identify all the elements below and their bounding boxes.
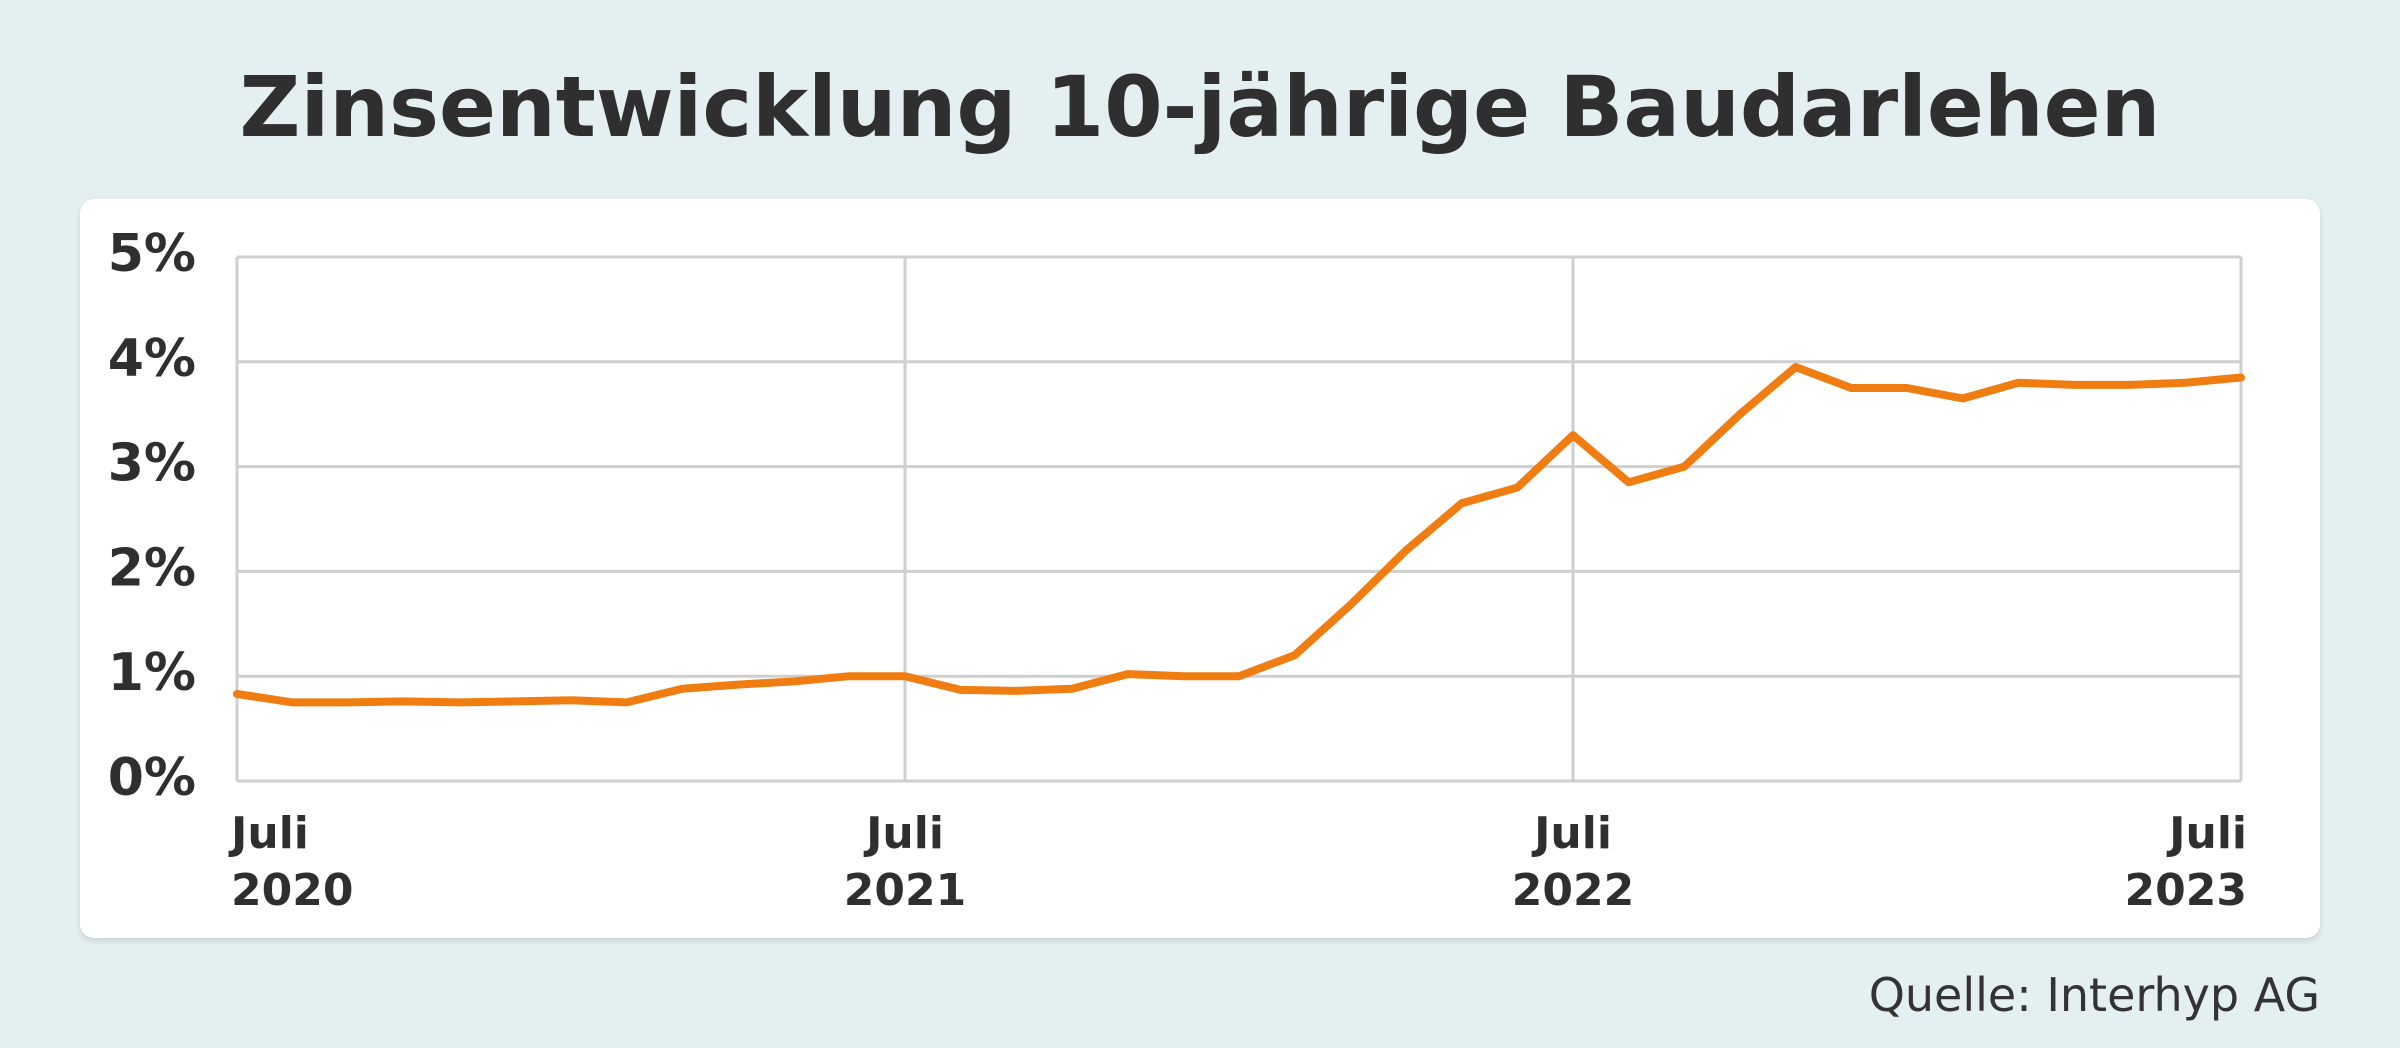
y-tick-label: 1%: [108, 643, 196, 703]
y-tick-label: 3%: [108, 434, 196, 494]
y-tick-label: 2%: [108, 538, 196, 598]
data-line: [233, 363, 2245, 707]
y-tick-label: 0%: [108, 748, 196, 808]
source-note: Quelle: Interhyp AG: [1868, 968, 2320, 1022]
y-tick-label: 4%: [108, 329, 196, 389]
chart-card: [80, 199, 2320, 938]
x-tick-label: Juli 2023: [2124, 808, 2247, 916]
x-tick-label: Juli 2022: [1511, 808, 1635, 916]
x-tick-label: Juli 2021: [843, 808, 967, 916]
x-tick-label: Juli 2020: [231, 808, 354, 916]
y-tick-label: 5%: [108, 224, 196, 284]
chart-title: Zinsentwicklung 10-jährige Baudarlehen: [239, 58, 2161, 156]
